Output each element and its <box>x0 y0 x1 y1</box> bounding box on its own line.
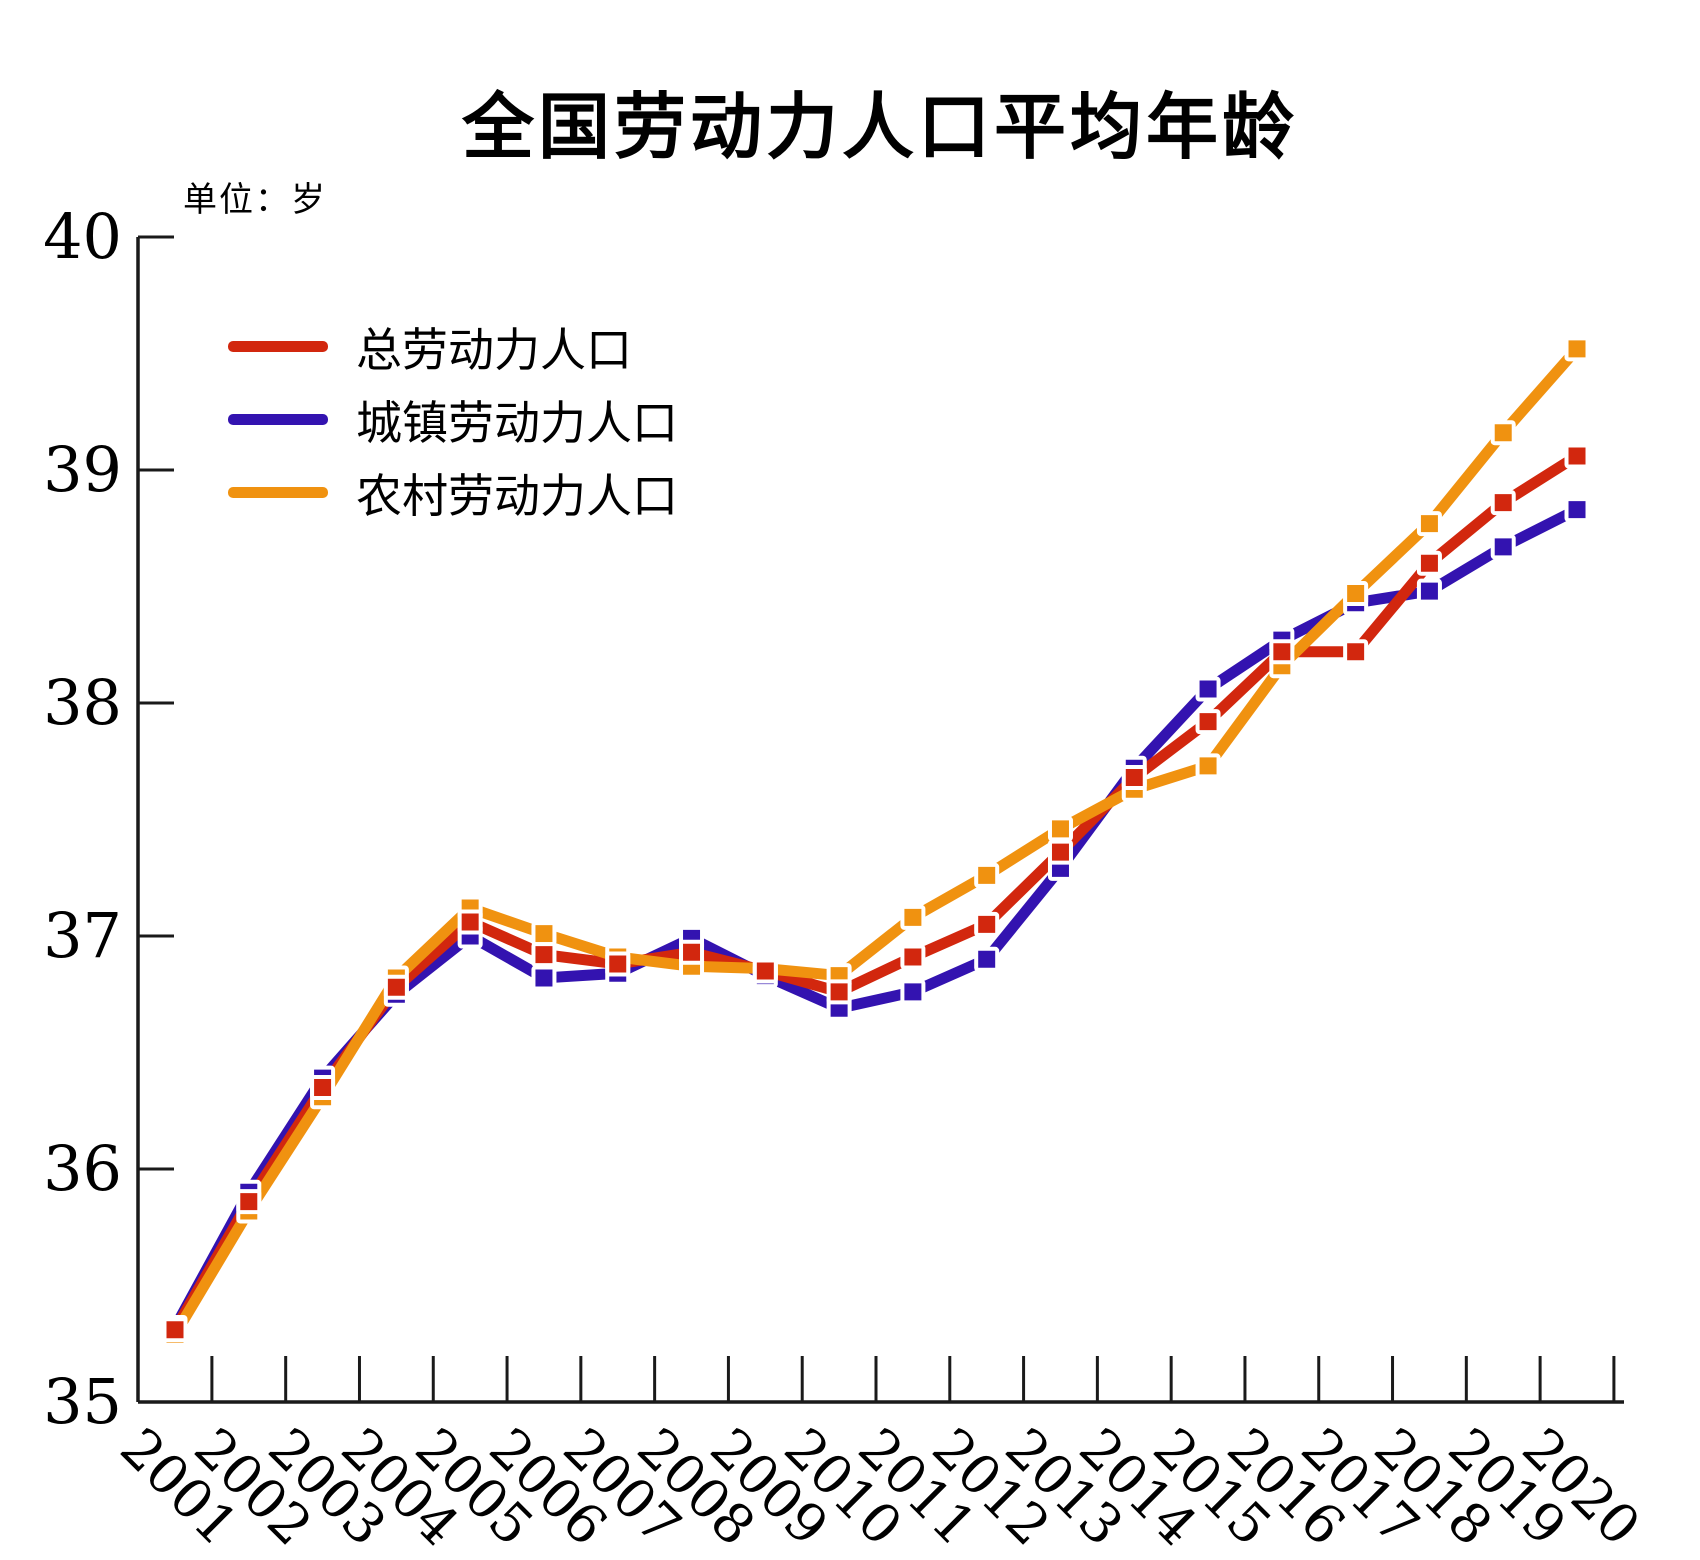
y-tick-label: 37 <box>43 899 122 972</box>
data-point-marker <box>1490 490 1516 516</box>
data-point-marker <box>162 1317 188 1343</box>
legend-item-1: 城镇劳动力人口 <box>228 383 678 456</box>
legend-swatch <box>228 341 328 352</box>
data-point-marker <box>605 951 631 977</box>
data-point-marker <box>900 979 926 1005</box>
legend-item-2: 农村劳动力人口 <box>228 456 678 529</box>
legend-swatch <box>228 414 328 425</box>
page-title: 全国劳动力人口平均年龄 <box>461 85 1298 169</box>
data-point-marker <box>1121 765 1147 791</box>
data-point-marker <box>531 921 557 947</box>
data-point-marker <box>1490 534 1516 560</box>
data-point-marker <box>826 979 852 1005</box>
legend: 总劳动力人口 城镇劳动力人口 农村劳动力人口 <box>228 310 678 529</box>
y-tick-label: 36 <box>43 1132 122 1205</box>
unit-label: 单位：岁 <box>183 180 327 220</box>
y-tick-label: 38 <box>43 666 122 739</box>
data-point-marker <box>1416 550 1442 576</box>
data-point-marker <box>1269 639 1295 665</box>
data-point-marker <box>900 904 926 930</box>
data-point-marker <box>1047 816 1073 842</box>
y-tick-label: 40 <box>43 200 122 273</box>
data-point-marker <box>236 1189 262 1215</box>
data-point-marker <box>900 944 926 970</box>
data-point-marker <box>1564 443 1590 469</box>
data-point-marker <box>531 942 557 968</box>
data-point-marker <box>1343 580 1369 606</box>
legend-swatch <box>228 487 328 498</box>
data-point-marker <box>752 958 778 984</box>
y-tick-label: 39 <box>43 433 122 506</box>
data-point-marker <box>531 965 557 991</box>
data-point-marker <box>457 909 483 935</box>
data-point-marker <box>974 946 1000 972</box>
y-tick-label: 35 <box>43 1365 122 1438</box>
data-point-marker <box>974 911 1000 937</box>
data-point-marker <box>1195 709 1221 735</box>
data-point-marker <box>383 974 409 1000</box>
legend-item-0: 总劳动力人口 <box>228 310 678 383</box>
legend-label: 城镇劳动力人口 <box>356 395 678 450</box>
data-point-marker <box>1195 676 1221 702</box>
data-point-marker <box>310 1074 336 1100</box>
data-point-marker <box>1564 336 1590 362</box>
data-point-marker <box>1343 639 1369 665</box>
data-point-marker <box>1195 753 1221 779</box>
data-point-marker <box>1564 497 1590 523</box>
data-point-marker <box>1416 511 1442 537</box>
data-point-marker <box>1490 420 1516 446</box>
data-point-marker <box>974 862 1000 888</box>
data-point-marker <box>1047 839 1073 865</box>
legend-label: 总劳动力人口 <box>356 322 632 377</box>
legend-label: 农村劳动力人口 <box>356 468 678 523</box>
data-point-marker <box>1416 578 1442 604</box>
data-point-marker <box>679 939 705 965</box>
